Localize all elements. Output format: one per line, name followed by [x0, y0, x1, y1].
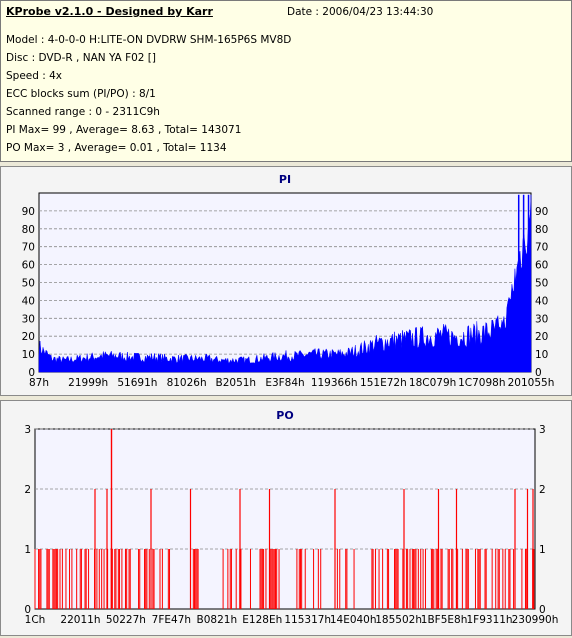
po-y-tick-left: 2 — [24, 484, 31, 496]
po-x-tick: B0821h — [197, 614, 238, 626]
pi-y-tick-right: 70 — [535, 242, 548, 254]
po-x-tick: 230990h — [512, 614, 559, 626]
pi-y-tick-right: 90 — [535, 206, 548, 218]
app-title: KProbe v2.1.0 - Designed by Karr — [6, 5, 213, 18]
po-x-tick: 14E040h — [330, 614, 377, 626]
po-chart-title: PO — [276, 409, 293, 422]
pi-x-tick: 201055h — [508, 377, 555, 389]
po-x-tick: 22011h — [60, 614, 100, 626]
pi-x-tick: E3F84h — [265, 377, 304, 389]
pi-y-tick-left: 90 — [22, 206, 35, 218]
pi-y-tick-right: 60 — [535, 260, 548, 272]
po-chart-panel: PO 0 0 1 1 2 2 3 3 1Ch 22011h 50227h 7FE47h B0821h E12… — [0, 400, 572, 636]
po-y-tick-right: 3 — [539, 424, 546, 436]
info-model: Model : 4-0-0-0 H:LITE-ON DVDRW SHM-165P… — [6, 34, 292, 46]
pi-y-tick-left: 10 — [22, 349, 35, 361]
po-x-tick: 1F9311h — [466, 614, 512, 626]
pi-series-area — [38, 194, 532, 373]
pi-y-tick-left: 30 — [22, 313, 35, 325]
po-x-tick: E128Eh — [242, 614, 282, 626]
pi-x-tick: 87h — [29, 377, 49, 389]
pi-x-tick: 119366h — [311, 377, 358, 389]
pi-chart-title: PI — [279, 173, 291, 186]
pi-y-tick-left: 70 — [22, 242, 35, 254]
po-x-tick: 115317h — [284, 614, 331, 626]
po-y-tick-left: 0 — [24, 604, 31, 616]
po-x-tick: 1BF5E8h — [421, 614, 468, 626]
pi-x-tick: 1C7098h — [458, 377, 505, 389]
po-chart: PO 0 0 1 1 2 2 3 3 1Ch 22011h 50227h 7FE47h B0821h E12… — [24, 409, 559, 626]
po-y-tick-right: 1 — [539, 544, 546, 556]
pi-y-tick-right: 20 — [535, 331, 548, 343]
pi-y-tick-left: 50 — [22, 278, 35, 290]
pi-chart-panel: PI 0 0 10 10 20 20 30 30 40 40 50 50 60 60 70 70 80 80 90 90… — [0, 166, 572, 396]
pi-x-tick: 81026h — [167, 377, 207, 389]
pi-x-tick: 21999h — [68, 377, 108, 389]
info-disc: Disc : DVD-R , NAN YA F02 [] — [6, 52, 157, 64]
info-panel: KProbe v2.1.0 - Designed by Karr Date : … — [0, 0, 572, 162]
pi-x-tick: B2051h — [216, 377, 257, 389]
pi-y-tick-right: 80 — [535, 224, 548, 236]
po-y-tick-left: 1 — [24, 544, 31, 556]
po-x-tick: 1Ch — [25, 614, 46, 626]
po-x-tick: 50227h — [106, 614, 146, 626]
pi-y-tick-right: 40 — [535, 295, 548, 307]
po-plot-area — [34, 428, 536, 610]
pi-y-tick-left: 0 — [28, 367, 35, 379]
po-x-tick: 185502h — [375, 614, 422, 626]
pi-chart: PI 0 0 10 10 20 20 30 30 40 40 50 50 60 60 70 70 80 80 90 90… — [22, 173, 555, 389]
info-speed: Speed : 4x — [6, 70, 63, 82]
pi-y-tick-left: 80 — [22, 224, 35, 236]
pi-y-tick-right: 30 — [535, 313, 548, 325]
po-y-tick-left: 3 — [24, 424, 31, 436]
pi-y-tick-left: 40 — [22, 295, 35, 307]
pi-x-tick: 151E72h — [360, 377, 407, 389]
pi-x-tick: 18C079h — [409, 377, 456, 389]
pi-y-tick-right: 50 — [535, 278, 548, 290]
po-y-tick-right: 0 — [539, 604, 546, 616]
pi-y-tick-left: 60 — [22, 260, 35, 272]
pi-y-tick-right: 10 — [535, 349, 548, 361]
pi-y-tick-right: 0 — [535, 367, 542, 379]
pi-y-tick-left: 20 — [22, 331, 35, 343]
info-ecc: ECC blocks sum (PI/PO) : 8/1 — [6, 88, 156, 100]
scan-date: Date : 2006/04/23 13:44:30 — [287, 6, 434, 18]
pi-x-tick: 51691h — [117, 377, 157, 389]
info-po-stats: PO Max= 3 , Average= 0.01 , Total= 1134 — [6, 142, 227, 154]
po-y-tick-right: 2 — [539, 484, 546, 496]
info-pi-stats: PI Max= 99 , Average= 8.63 , Total= 1430… — [6, 124, 242, 136]
info-range: Scanned range : 0 - 2311C9h — [6, 106, 160, 118]
po-x-tick: 7FE47h — [152, 614, 191, 626]
